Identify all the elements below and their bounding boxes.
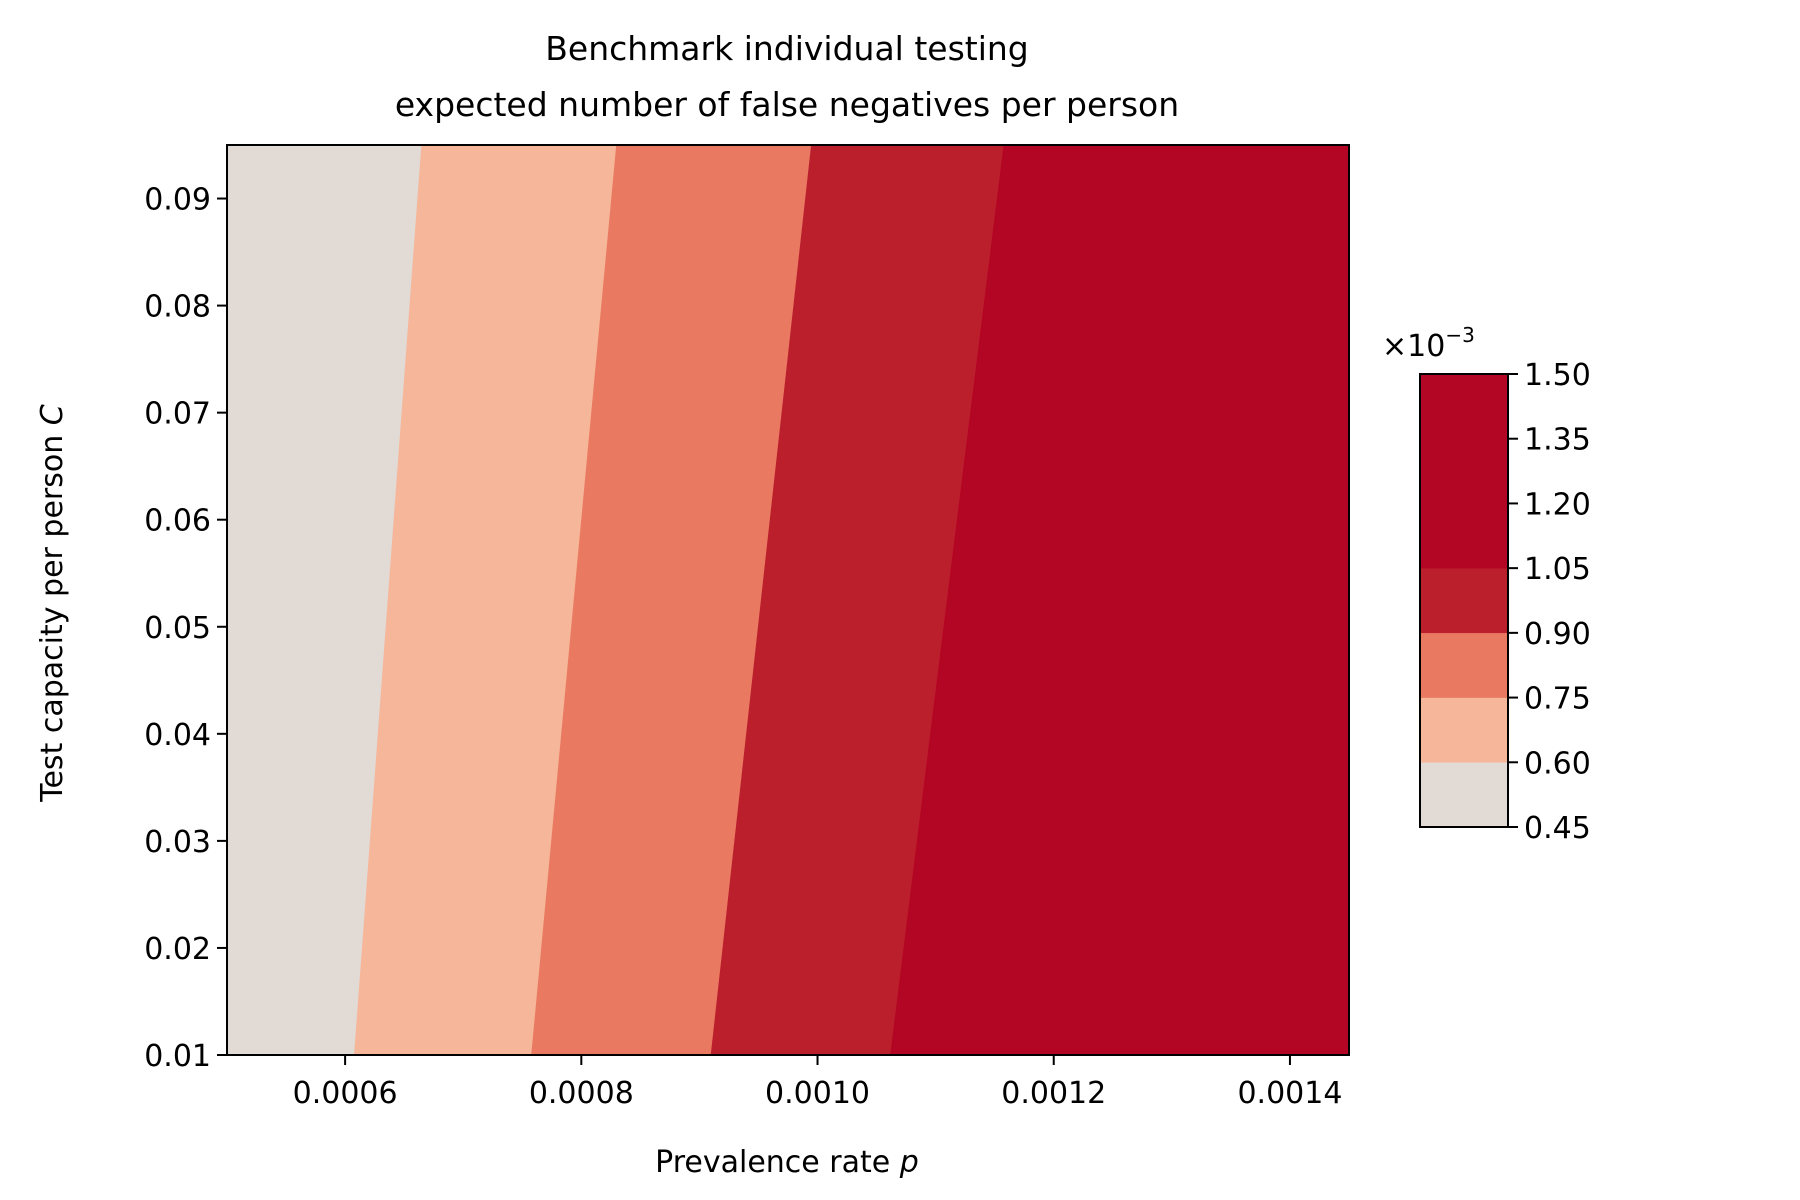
- x-tick-label: 0.0010: [765, 1076, 870, 1111]
- chart-title-line2: expected number of false negatives per p…: [395, 85, 1179, 124]
- colorbar-tick-label: 0.45: [1524, 811, 1591, 846]
- x-tick-label: 0.0014: [1237, 1076, 1342, 1111]
- y-tick-label: 0.02: [144, 932, 211, 967]
- x-axis-label-var: p: [899, 1145, 919, 1180]
- x-axis: 0.0006 0.0008 0.0010 0.0012 0.0014: [293, 1055, 1342, 1111]
- colorbar: 0.45 0.60 0.75 0.90 1.05 1.20 1.35 1.50: [1419, 358, 1591, 846]
- y-axis-label: Test capacity per person C: [35, 404, 70, 803]
- x-tick-label: 0.0008: [529, 1076, 634, 1111]
- y-tick-label: 0.08: [144, 290, 211, 325]
- colorbar-tick-label: 1.35: [1524, 423, 1591, 458]
- colorbar-segment-3: [1419, 632, 1509, 698]
- y-tick-label: 0.07: [144, 397, 211, 432]
- colorbar-tick-label: 1.50: [1524, 358, 1591, 393]
- y-tick-label: 0.04: [144, 718, 211, 753]
- y-axis-label-text: Test capacity per person: [35, 435, 70, 803]
- chart-title-line1: Benchmark individual testing: [545, 29, 1029, 68]
- y-axis: 0.01 0.02 0.03 0.04 0.05 0.06 0.07 0.08 0.09: [144, 183, 227, 1074]
- colorbar-multiplier-exp: −3: [1445, 323, 1474, 347]
- colorbar-segment-1: [1419, 762, 1509, 828]
- plot-area: [226, 144, 1350, 1056]
- colorbar-frame: [1419, 373, 1509, 828]
- y-axis-label-var: C: [35, 404, 70, 425]
- y-tick-label: 0.06: [144, 504, 211, 539]
- x-tick-label: 0.0012: [1001, 1076, 1106, 1111]
- colorbar-tick-label: 0.75: [1524, 682, 1591, 717]
- colorbar-tick-label: 0.90: [1524, 617, 1591, 652]
- colorbar-segment-5: [1419, 373, 1509, 569]
- y-tick-label: 0.05: [144, 611, 211, 646]
- colorbar-segment-2: [1419, 697, 1509, 763]
- y-tick-label: 0.01: [144, 1039, 211, 1074]
- y-tick-label: 0.03: [144, 825, 211, 860]
- colorbar-tick-label: 1.05: [1524, 552, 1591, 587]
- y-tick-label: 0.09: [144, 183, 211, 218]
- colorbar-multiplier: ×10−3: [1382, 323, 1475, 364]
- colorbar-tick-label: 0.60: [1524, 746, 1591, 781]
- colorbar-segment-4: [1419, 567, 1509, 634]
- plot-frame: [226, 144, 1350, 1056]
- x-axis-label: Prevalence rate p: [655, 1145, 919, 1180]
- x-tick-label: 0.0006: [293, 1076, 398, 1111]
- colorbar-tick-label: 1.20: [1524, 487, 1591, 522]
- colorbar-multiplier-base: ×10: [1382, 329, 1445, 364]
- x-axis-label-text: Prevalence rate: [655, 1145, 890, 1180]
